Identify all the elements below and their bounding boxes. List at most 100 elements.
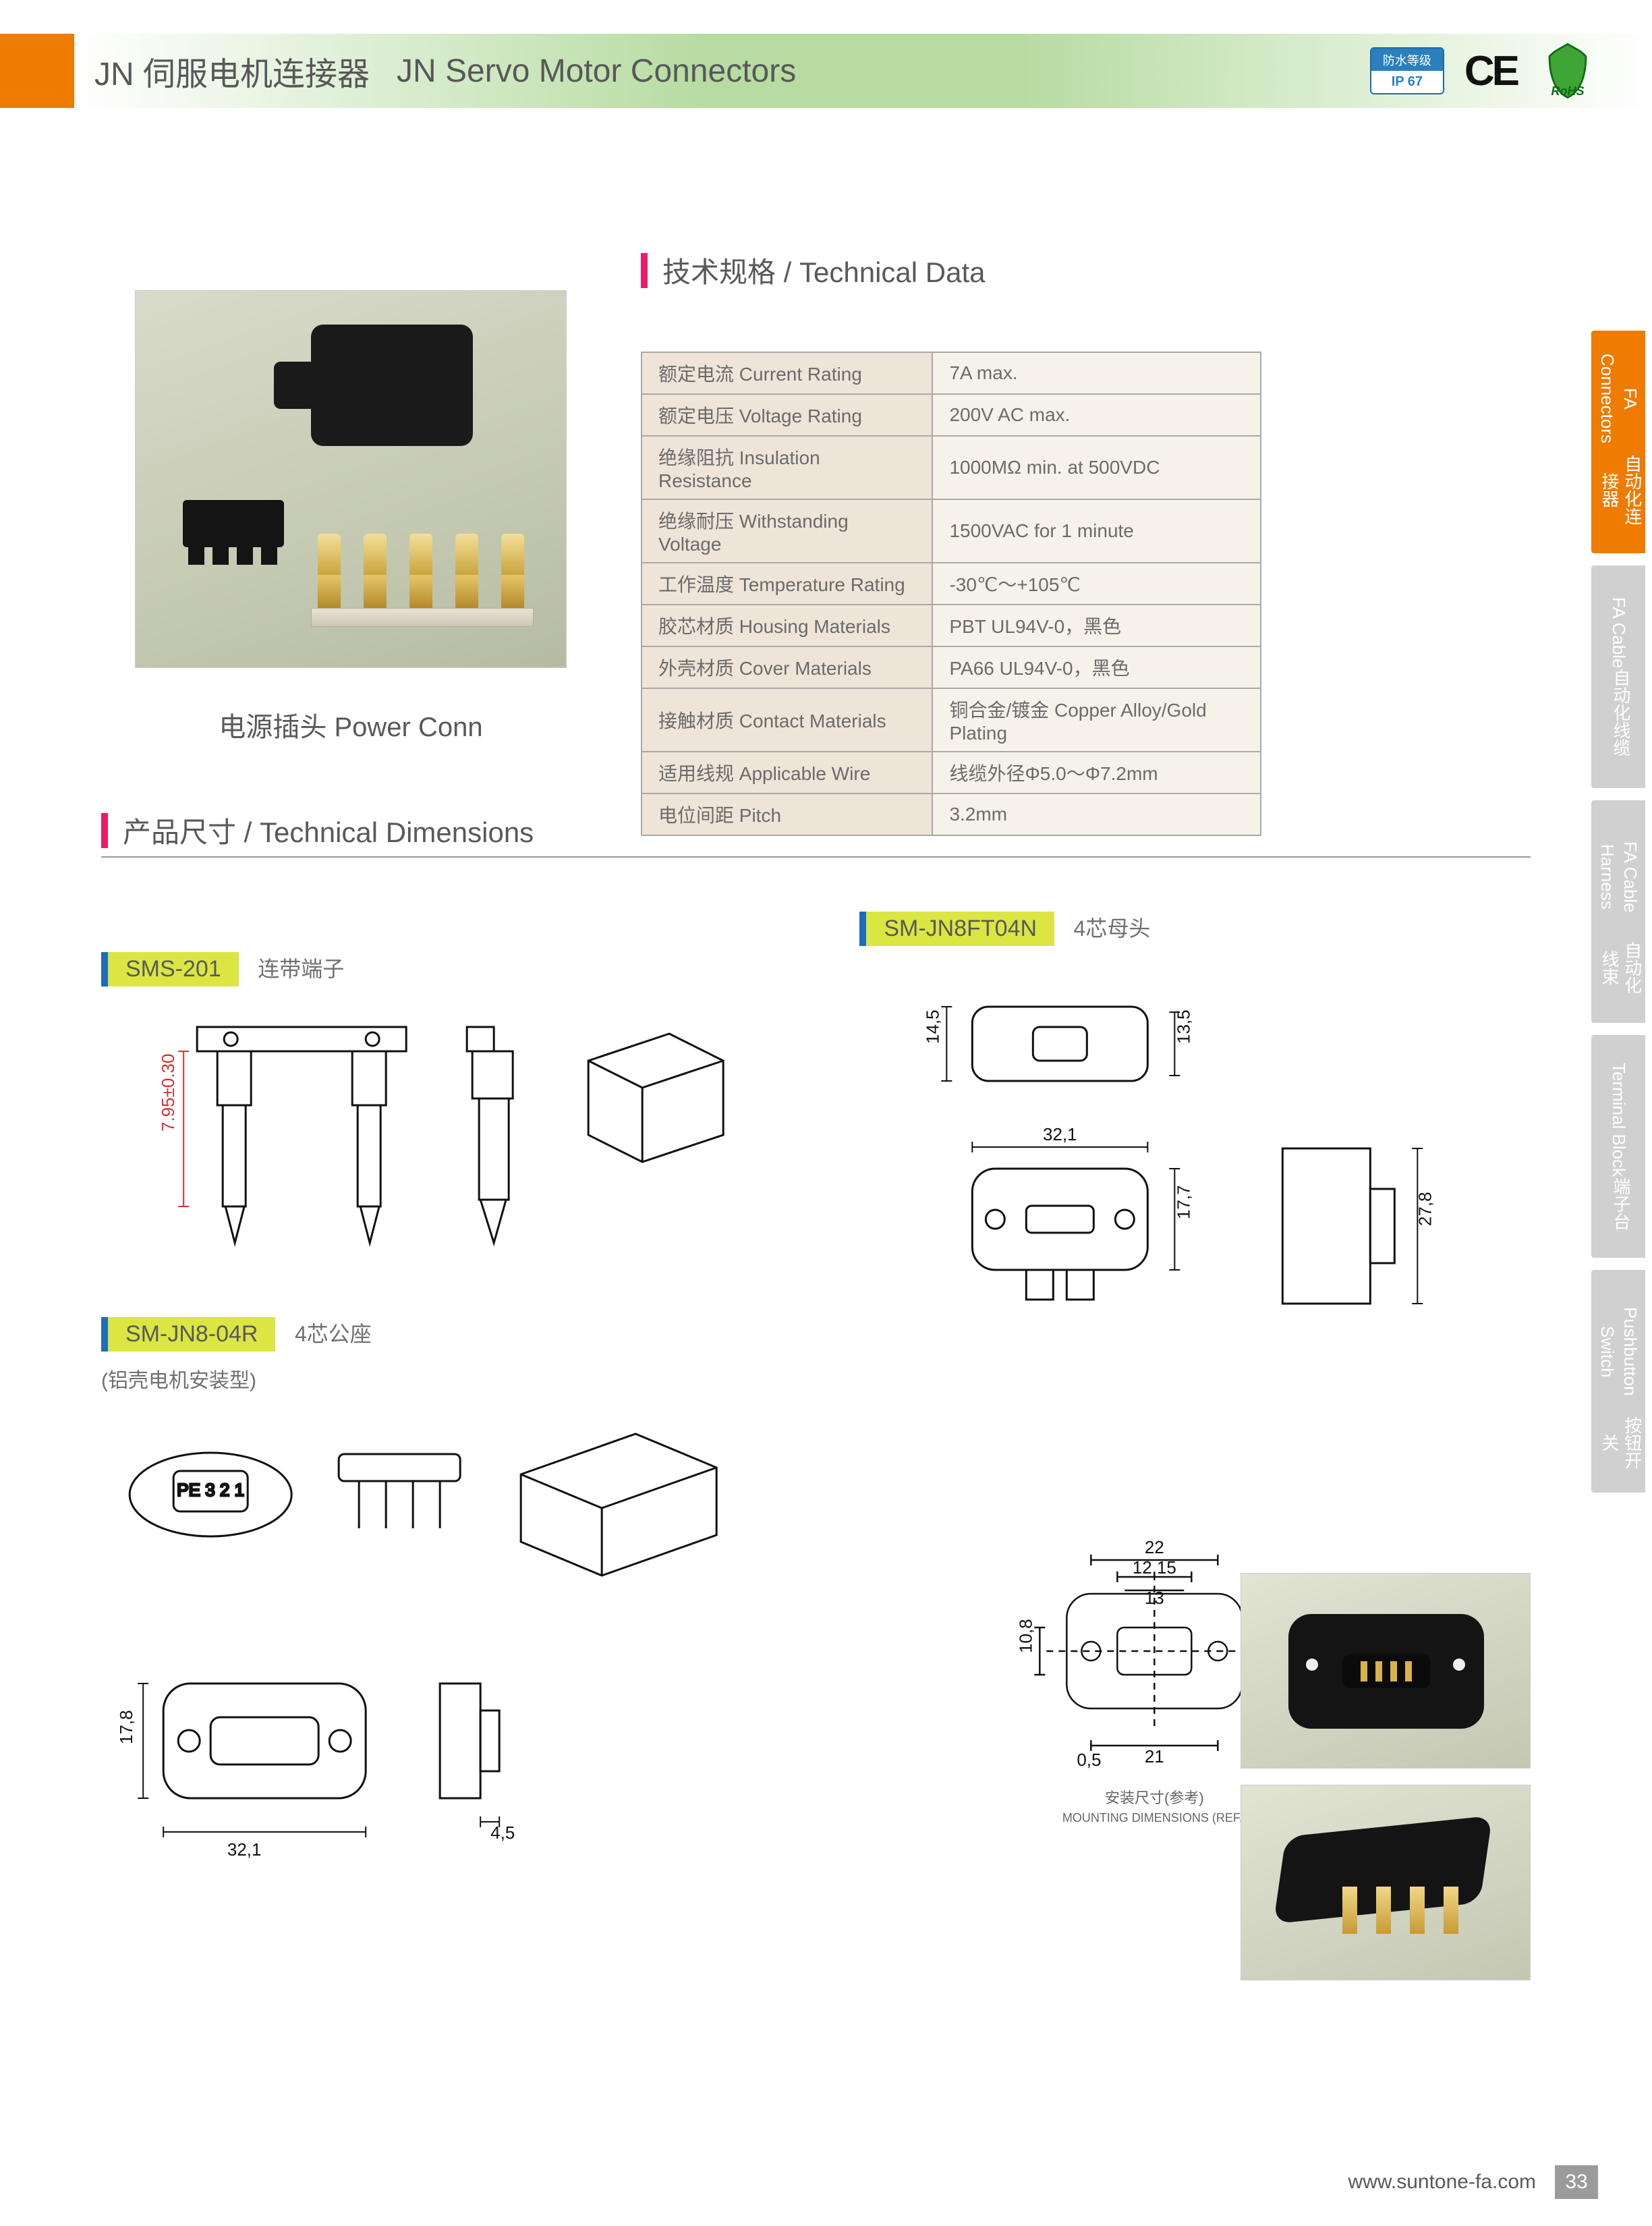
technical-dimensions-section: 产品尺寸 / Technical Dimensions SMS-201 连带端子 bbox=[101, 810, 1531, 1953]
drawing-jn804r: PE 3 2 1 bbox=[101, 1427, 805, 1953]
header-title-en: JN Servo Motor Connectors bbox=[397, 53, 796, 90]
product-photo-block: 电源插头 Power Conn bbox=[135, 290, 567, 744]
dim-jn804r-h: 17,8 bbox=[116, 1710, 136, 1744]
tab-cn: 自动化连接器 bbox=[1597, 446, 1643, 533]
spec-label: 适用线规 Applicable Wire bbox=[642, 752, 932, 794]
technical-data-table: 额定电流 Current Rating7A max.额定电压 Voltage R… bbox=[641, 352, 1261, 836]
part-desc-jn804r: 4芯公座 bbox=[295, 1322, 372, 1346]
part-tag-jn8ft04n: SM-JN8FT04N bbox=[859, 912, 1054, 946]
spec-value: PBT UL94V-0，黑色 bbox=[932, 605, 1261, 646]
pin-labels: PE 3 2 1 bbox=[177, 1480, 244, 1500]
ip67-badge: 防水等级 IP 67 bbox=[1370, 47, 1444, 94]
spec-value: 1500VAC for 1 minute bbox=[932, 499, 1261, 563]
spec-value: 铜合金/镀金 Copper Alloy/Gold Plating bbox=[932, 688, 1261, 752]
page-footer: www.suntone-fa.com 33 bbox=[1348, 2165, 1598, 2199]
drawing-jn8ft04n: 14,5 13,5 bbox=[859, 980, 1531, 1425]
contact-strip-icon bbox=[311, 526, 534, 627]
spec-value: 1000MΩ min. at 500VDC bbox=[932, 436, 1261, 499]
spec-label: 绝缘阻抗 Insulation Resistance bbox=[642, 436, 932, 499]
tab-cn: 端子台 bbox=[1609, 1177, 1632, 1230]
table-row: 绝缘阻抗 Insulation Resistance1000MΩ min. at… bbox=[642, 436, 1261, 499]
photo-jn804r-front bbox=[1241, 1573, 1531, 1769]
tab-cn: 自动化线束 bbox=[1597, 933, 1643, 1003]
product-photo bbox=[135, 290, 567, 668]
page-header: JN 伺服电机连接器 JN Servo Motor Connectors 防水等… bbox=[0, 34, 1652, 108]
dimensions-left-column: SMS-201 连带端子 bbox=[101, 912, 805, 1953]
spec-label: 工作温度 Temperature Rating bbox=[642, 563, 932, 605]
dimensions-heading: 产品尺寸 / Technical Dimensions bbox=[101, 810, 1531, 858]
page-number: 33 bbox=[1555, 2165, 1598, 2199]
spec-label: 外壳材质 Cover Materials bbox=[642, 646, 932, 688]
tab-en: Pushbutton Switch bbox=[1595, 1290, 1641, 1413]
header-badges: 防水等级 IP 67 CE RoHS bbox=[1370, 40, 1598, 101]
dim-m-108: 10,8 bbox=[1016, 1619, 1036, 1653]
part-desc-sms201: 连带端子 bbox=[258, 957, 344, 981]
mounting-note-cn: 安装尺寸(参考) bbox=[1105, 1789, 1204, 1806]
spec-label: 绝缘耐压 Withstanding Voltage bbox=[642, 499, 932, 563]
tab-en: FA Cable Harness bbox=[1595, 820, 1641, 933]
spec-label: 额定电流 Current Rating bbox=[642, 352, 932, 394]
tab-fa-harness[interactable]: FA Cable Harness 自动化线束 bbox=[1591, 800, 1645, 1023]
connector-housing-icon bbox=[183, 500, 284, 547]
technical-data-section: 技术规格 / Technical Data 额定电流 Current Ratin… bbox=[641, 250, 1261, 836]
dim-ft-a: 14,5 bbox=[923, 1009, 943, 1044]
dim-m-21: 21 bbox=[1145, 1746, 1164, 1766]
dim-m-05: 0,5 bbox=[1077, 1750, 1102, 1770]
mounting-note-en: MOUNTING DIMENSIONS (REF.) bbox=[1062, 1811, 1247, 1825]
header-accent bbox=[0, 34, 74, 108]
dim-sms201-height: 7.95±0.30 bbox=[158, 1054, 178, 1132]
table-row: 胶芯材质 Housing MaterialsPBT UL94V-0，黑色 bbox=[642, 605, 1261, 646]
part-jn804r: SM-JN8-04R 4芯公座 (铝壳电机安装型) PE 3 2 1 bbox=[101, 1317, 805, 1953]
dim-m-22: 22 bbox=[1145, 1537, 1164, 1557]
table-row: 额定电压 Voltage Rating200V AC max. bbox=[642, 394, 1261, 436]
ip-badge-label: 防水等级 bbox=[1371, 49, 1443, 71]
heading-accent-icon bbox=[641, 253, 648, 288]
spec-value: 7A max. bbox=[932, 352, 1261, 394]
dim-ft-e: 27,8 bbox=[1415, 1192, 1435, 1226]
part-sub-jn804r: (铝壳电机安装型) bbox=[101, 1364, 805, 1393]
spec-label: 胶芯材质 Housing Materials bbox=[642, 605, 932, 646]
rohs-text: RoHS bbox=[1551, 84, 1585, 98]
dim-m-1215: 12,15 bbox=[1133, 1557, 1176, 1578]
table-row: 外壳材质 Cover MaterialsPA66 UL94V-0，黑色 bbox=[642, 646, 1261, 688]
tab-cn: 自动化线缆 bbox=[1609, 669, 1632, 756]
heading-text: 技术规格 / Technical Data bbox=[662, 250, 986, 291]
spec-value: 200V AC max. bbox=[932, 394, 1261, 436]
spec-value: PA66 UL94V-0，黑色 bbox=[932, 646, 1261, 688]
tab-fa-connectors[interactable]: FA Connectors 自动化连接器 bbox=[1591, 331, 1645, 553]
dim-jn804r-w: 32,1 bbox=[227, 1839, 262, 1860]
header-title-cn: JN 伺服电机连接器 bbox=[94, 47, 370, 94]
ip-badge-value: IP 67 bbox=[1371, 71, 1443, 93]
table-row: 工作温度 Temperature Rating-30℃～+105℃ bbox=[642, 563, 1261, 605]
tab-pushbutton[interactable]: Pushbutton Switch 按钮开关 bbox=[1591, 1270, 1645, 1493]
side-tabs: FA Connectors 自动化连接器 FA Cable 自动化线缆 FA C… bbox=[1591, 331, 1645, 1493]
connector-shell-icon bbox=[311, 325, 473, 446]
spec-label: 额定电压 Voltage Rating bbox=[642, 394, 932, 436]
part-desc-jn8ft04n: 4芯母头 bbox=[1074, 916, 1151, 941]
product-photos-right bbox=[1241, 1573, 1531, 1980]
heading-text: 产品尺寸 / Technical Dimensions bbox=[123, 810, 534, 851]
dim-ft-b: 13,5 bbox=[1174, 1009, 1194, 1044]
techdata-heading: 技术规格 / Technical Data bbox=[641, 250, 1261, 291]
photo-caption: 电源插头 Power Conn bbox=[135, 705, 567, 744]
tab-fa-cable[interactable]: FA Cable 自动化线缆 bbox=[1591, 565, 1645, 788]
rohs-icon: RoHS bbox=[1537, 40, 1598, 101]
spec-value: -30℃～+105℃ bbox=[932, 563, 1261, 605]
table-row: 接触材质 Contact Materials铜合金/镀金 Copper Allo… bbox=[642, 688, 1261, 752]
dim-ft-d: 17,7 bbox=[1174, 1185, 1194, 1219]
part-sms201: SMS-201 连带端子 bbox=[101, 952, 805, 1270]
tab-en: FA Connectors bbox=[1595, 351, 1641, 446]
tab-en: FA Cable bbox=[1607, 597, 1630, 669]
footer-url: www.suntone-fa.com bbox=[1348, 2171, 1536, 2194]
tab-terminal-block[interactable]: Terminal Block 端子台 bbox=[1591, 1035, 1645, 1258]
part-tag-jn804r: SM-JN8-04R bbox=[101, 1317, 275, 1352]
tab-en: Terminal Block bbox=[1607, 1063, 1630, 1177]
photo-jn804r-iso bbox=[1241, 1785, 1531, 1980]
heading-accent-icon bbox=[101, 813, 108, 848]
dim-ft-c: 32,1 bbox=[1043, 1124, 1077, 1144]
dim-m-13: 13 bbox=[1145, 1588, 1164, 1608]
dim-jn804r-t: 4,5 bbox=[490, 1822, 515, 1843]
table-row: 绝缘耐压 Withstanding Voltage1500VAC for 1 m… bbox=[642, 499, 1261, 563]
table-row: 额定电流 Current Rating7A max. bbox=[642, 352, 1261, 394]
part-tag-sms201: SMS-201 bbox=[101, 952, 239, 986]
